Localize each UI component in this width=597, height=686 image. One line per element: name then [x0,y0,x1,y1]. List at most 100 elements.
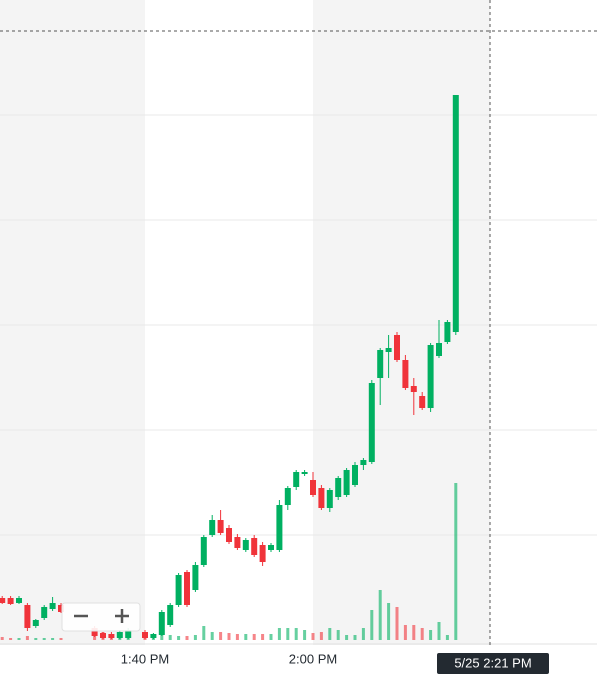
candle-body [116,632,123,638]
candle-body [108,634,115,638]
candle-body [58,605,64,612]
volume-bar [412,625,416,640]
candle-body [226,528,232,542]
candle-body [16,598,22,603]
volume-bar [9,638,13,640]
grid [0,114,597,536]
volume-bar [437,622,441,640]
candles-layer [0,95,459,639]
volume-bar [420,628,424,640]
candle-body [352,465,358,485]
volume-bar [445,635,449,640]
candle-body [318,488,325,508]
candle-body [293,472,300,487]
crosshair-label-box [437,653,549,674]
candle-body [436,343,442,356]
candle-body [217,520,224,533]
volume-bar [244,634,248,640]
candle-body [385,348,392,352]
candle-body [91,628,98,636]
candle-body [444,322,451,342]
candle-body [142,632,148,638]
candle-body [192,565,199,590]
volume-bar [42,638,46,640]
candle-body [234,537,241,548]
crosshair-label: 5/25 2:21 PM [454,655,531,670]
candle-body [394,335,400,360]
shade-band [0,0,145,645]
candle-body [125,630,132,638]
candle-body [251,538,258,555]
candle-body [167,605,174,625]
volume-bar [227,633,231,640]
candle-body [150,634,157,638]
candle-body [200,537,207,565]
x-axis: 1:40 PM 2:00 PM [0,643,597,666]
candle-body [368,383,375,462]
candle-body [301,472,308,474]
shade-band [313,0,490,645]
candle-body [259,545,266,562]
volume-bar [261,634,265,640]
volume-bar [210,632,214,640]
volume-bar [336,630,340,640]
volume-bar [177,636,181,640]
volume-bar [370,610,374,640]
volume-bar [311,633,315,640]
volume-bar [353,635,357,640]
candle-body [7,598,14,604]
volume-bar [252,634,256,640]
volume-bar [395,607,399,640]
candle-body [175,575,182,605]
candle-body [49,603,56,609]
candle-body [184,572,190,605]
candle-body [402,360,409,388]
candle-body [209,520,216,535]
volume-bar [277,628,281,640]
candle-body [24,605,31,628]
volume-bar [59,638,63,640]
volume-bar [0,637,4,640]
volume-bar [303,630,307,640]
candle-body [419,396,426,408]
volume-bar [17,638,21,640]
zoom-box [61,602,141,632]
volume-bar [202,626,206,640]
candle-body [343,470,350,495]
volume-bar [429,630,433,640]
candle-body [284,488,291,505]
candle-body [335,478,342,497]
volume-bar [168,635,172,640]
candle-body [276,505,283,550]
candle-body [410,386,417,392]
zoom-control[interactable] [61,602,141,632]
volume-bar [454,483,458,640]
x-tick-label: 1:40 PM [121,651,169,666]
volume-bar [51,638,55,640]
volume-bar [361,628,365,640]
background [0,0,490,645]
volume-bar [160,634,164,640]
volume-bar [185,636,189,640]
volume-bar [378,590,382,640]
candle-body [41,607,48,618]
volume-bar [294,628,298,640]
volume-bar [403,625,407,640]
candle-body [360,460,367,465]
candle-body [452,95,459,332]
volume-bar [319,632,323,640]
candle-body [158,612,165,635]
x-tick-label: 2:00 PM [289,651,337,666]
volume-bar [25,636,29,640]
volume-bar [269,634,273,640]
candle-body [326,490,333,508]
candle-body [0,598,6,603]
volume-bar [34,638,38,640]
candle-body [100,633,106,638]
volume-bar [193,635,197,640]
candle-body [310,480,316,495]
candle-body [427,345,434,408]
